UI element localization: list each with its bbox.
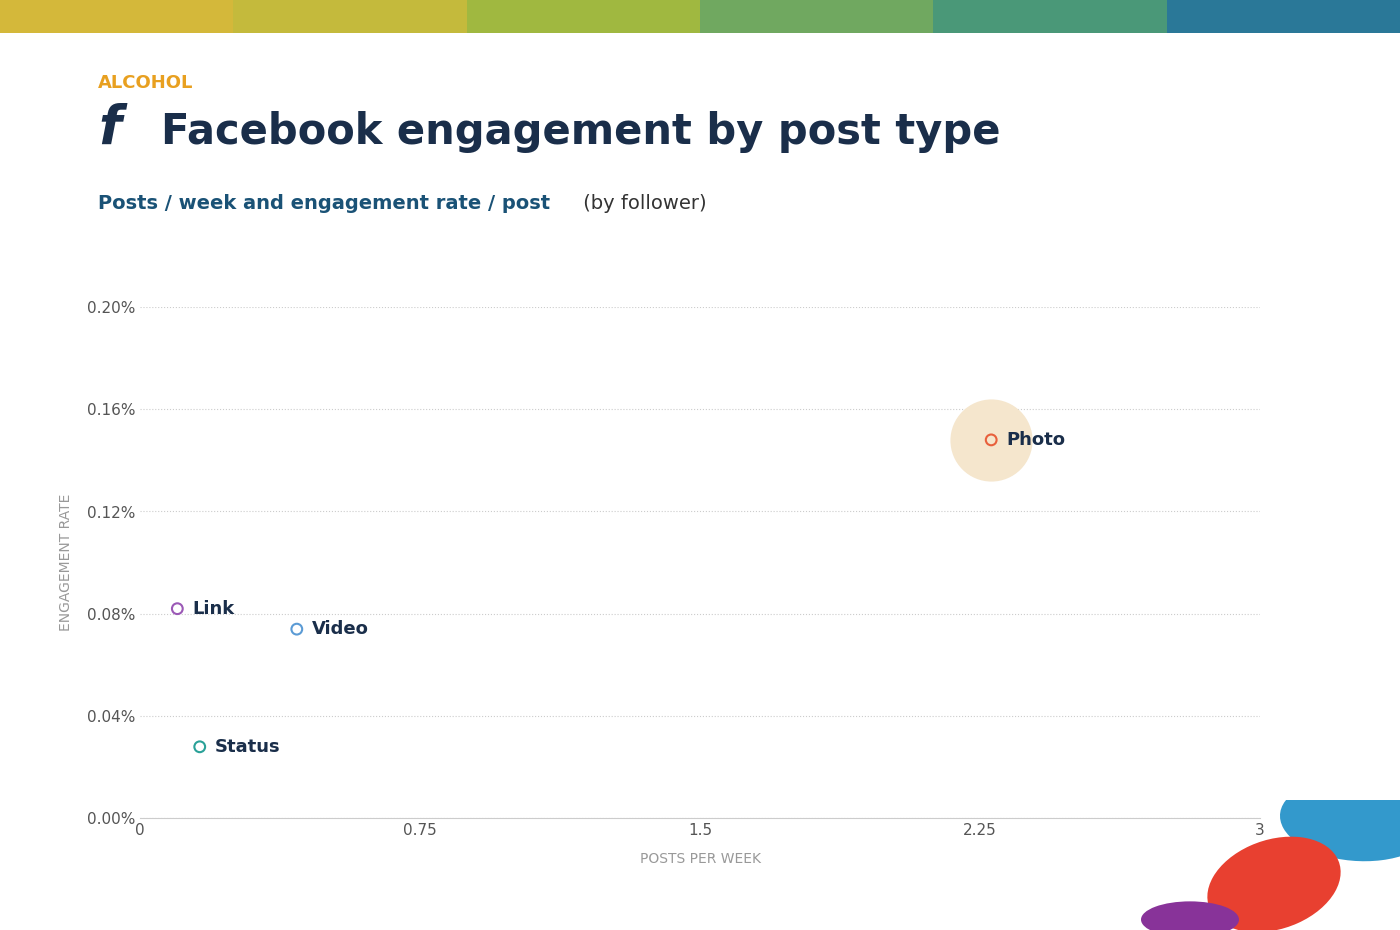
Bar — [466, 0, 700, 33]
Text: Facebook engagement by post type: Facebook engagement by post type — [161, 112, 1001, 153]
Bar — [0, 0, 234, 33]
Bar — [700, 0, 934, 33]
Text: Video: Video — [312, 620, 368, 638]
Ellipse shape — [1207, 837, 1341, 930]
Point — [189, 739, 211, 754]
Point — [980, 432, 1002, 447]
Text: Posts / week and engagement rate / post: Posts / week and engagement rate / post — [98, 194, 550, 213]
Text: Status: Status — [214, 737, 280, 756]
Point — [286, 621, 308, 636]
Y-axis label: ENGAGEMENT RATE: ENGAGEMENT RATE — [59, 494, 73, 631]
Ellipse shape — [1141, 901, 1239, 930]
Bar — [234, 0, 466, 33]
Text: Photo: Photo — [1007, 431, 1065, 449]
Bar — [1166, 0, 1400, 33]
Point — [980, 432, 1002, 447]
Text: (by follower): (by follower) — [577, 194, 707, 213]
Ellipse shape — [1280, 777, 1400, 861]
Text: ALCOHOL: ALCOHOL — [98, 74, 193, 92]
X-axis label: POSTS PER WEEK: POSTS PER WEEK — [640, 852, 760, 866]
Bar — [934, 0, 1166, 33]
Point — [167, 602, 189, 617]
Text: Rival
IQ: Rival IQ — [1214, 855, 1264, 894]
Text: f: f — [98, 103, 120, 155]
Text: Link: Link — [192, 600, 235, 618]
